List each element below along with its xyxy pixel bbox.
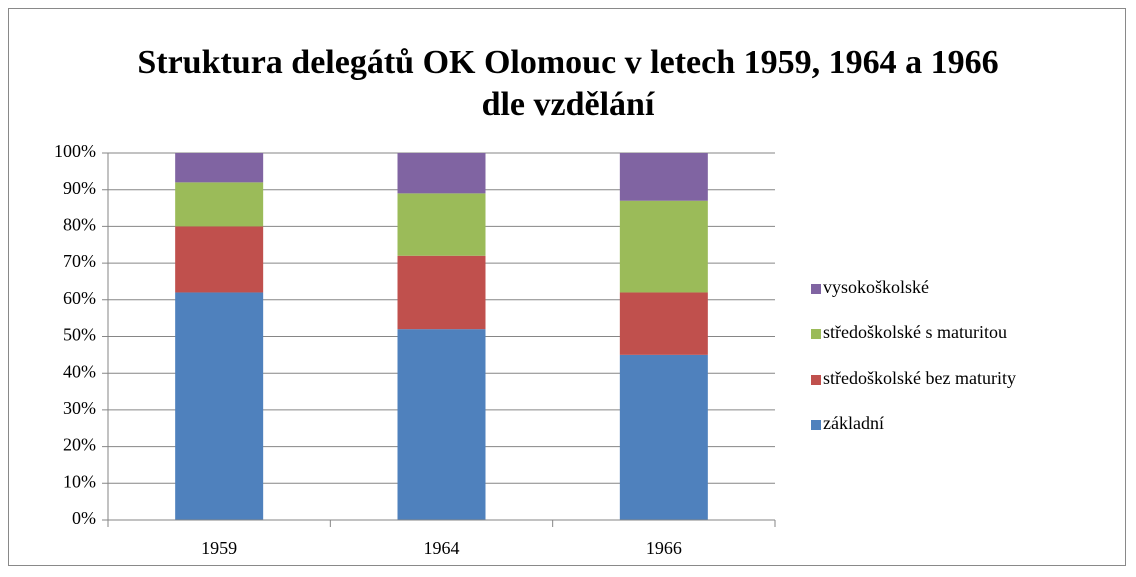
bar-segment bbox=[619, 354, 708, 520]
bar-segment bbox=[397, 153, 486, 194]
x-tick-label: 1966 bbox=[646, 538, 682, 558]
legend-label: základní bbox=[823, 413, 884, 433]
bar-segment bbox=[175, 292, 264, 520]
y-tick-label: 50% bbox=[63, 325, 96, 345]
y-tick-label: 10% bbox=[63, 471, 96, 491]
x-tick-label: 1959 bbox=[201, 538, 237, 558]
legend-swatch bbox=[811, 284, 821, 294]
legend-label: vysokoškolské bbox=[823, 277, 929, 297]
y-tick-label: 20% bbox=[63, 435, 96, 455]
bar-segment bbox=[175, 226, 264, 293]
bar-segment bbox=[397, 329, 486, 520]
legend-label: středoškolské s maturitou bbox=[823, 322, 1007, 342]
bar-segment bbox=[397, 255, 486, 330]
x-tick-label: 1964 bbox=[424, 538, 460, 558]
bar-segment bbox=[397, 193, 486, 256]
y-tick-label: 40% bbox=[63, 361, 96, 381]
y-tick-label: 90% bbox=[63, 178, 96, 198]
chart-frame bbox=[8, 8, 1126, 566]
bar-segment bbox=[175, 182, 264, 227]
bar-segment bbox=[619, 153, 708, 201]
y-tick-label: 80% bbox=[63, 215, 96, 235]
legend-label: středoškolské bez maturity bbox=[823, 368, 1016, 388]
bar-segment bbox=[619, 200, 708, 293]
legend-swatch bbox=[811, 420, 821, 430]
legend-swatch bbox=[811, 375, 821, 385]
bar-segment bbox=[619, 292, 708, 355]
y-tick-label: 70% bbox=[63, 251, 96, 271]
bar-segment bbox=[175, 153, 264, 183]
y-tick-label: 100% bbox=[54, 141, 96, 161]
y-tick-label: 0% bbox=[72, 508, 96, 528]
legend-swatch bbox=[811, 329, 821, 339]
y-tick-label: 30% bbox=[63, 398, 96, 418]
chart-title: Struktura delegátů OK Olomouc v letech 1… bbox=[137, 44, 999, 123]
y-tick-label: 60% bbox=[63, 288, 96, 308]
